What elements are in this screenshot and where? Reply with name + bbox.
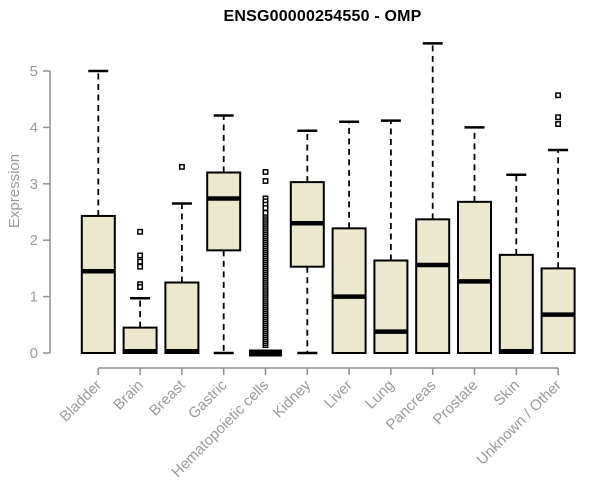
outlier-point: [137, 228, 144, 235]
box: [331, 227, 367, 354]
box: [206, 171, 242, 252]
box: [80, 214, 116, 354]
outlier-point: [555, 114, 562, 121]
outlier-point: [555, 121, 562, 127]
outlier-point: [178, 163, 185, 170]
box: [164, 281, 200, 354]
x-axis-tick-label: Skin: [490, 377, 523, 410]
outlier-point: [262, 169, 269, 175]
box: [457, 200, 492, 354]
outlier-point: [262, 209, 269, 216]
box: [415, 218, 451, 354]
x-axis-tick-label: Brain: [110, 377, 147, 414]
outlier-point: [262, 178, 269, 184]
outlier-point: [137, 252, 144, 259]
x-axis-tick-label: Lung: [362, 377, 398, 413]
box: [498, 253, 534, 354]
outlier-point: [137, 258, 144, 265]
y-axis-tick-label: 3: [30, 176, 38, 193]
x-axis-tick-label: Kidney: [270, 376, 315, 421]
x-axis-tick-label: Prostate: [430, 377, 482, 429]
y-axis-tick-label: 1: [30, 289, 38, 306]
x-axis-tick-label: Liver: [321, 377, 356, 412]
box: [540, 267, 576, 354]
outlier-point: [137, 263, 144, 270]
outlier-point: [262, 205, 269, 212]
y-axis-tick-label: 0: [30, 345, 38, 362]
x-axis-tick-label: Breast: [146, 376, 189, 419]
x-axis-tick-label: Bladder: [57, 377, 106, 426]
y-axis-tick-label: 5: [30, 63, 38, 80]
collapsed-box: [249, 349, 282, 357]
y-axis-tick-label: 2: [30, 232, 38, 249]
chart-title: ENSG00000254550 - OMP: [223, 8, 422, 25]
outlier-point: [137, 284, 144, 290]
y-axis-tick-label: 4: [30, 119, 38, 136]
outlier-point: [555, 92, 562, 99]
box: [373, 259, 409, 354]
box: [122, 326, 158, 354]
